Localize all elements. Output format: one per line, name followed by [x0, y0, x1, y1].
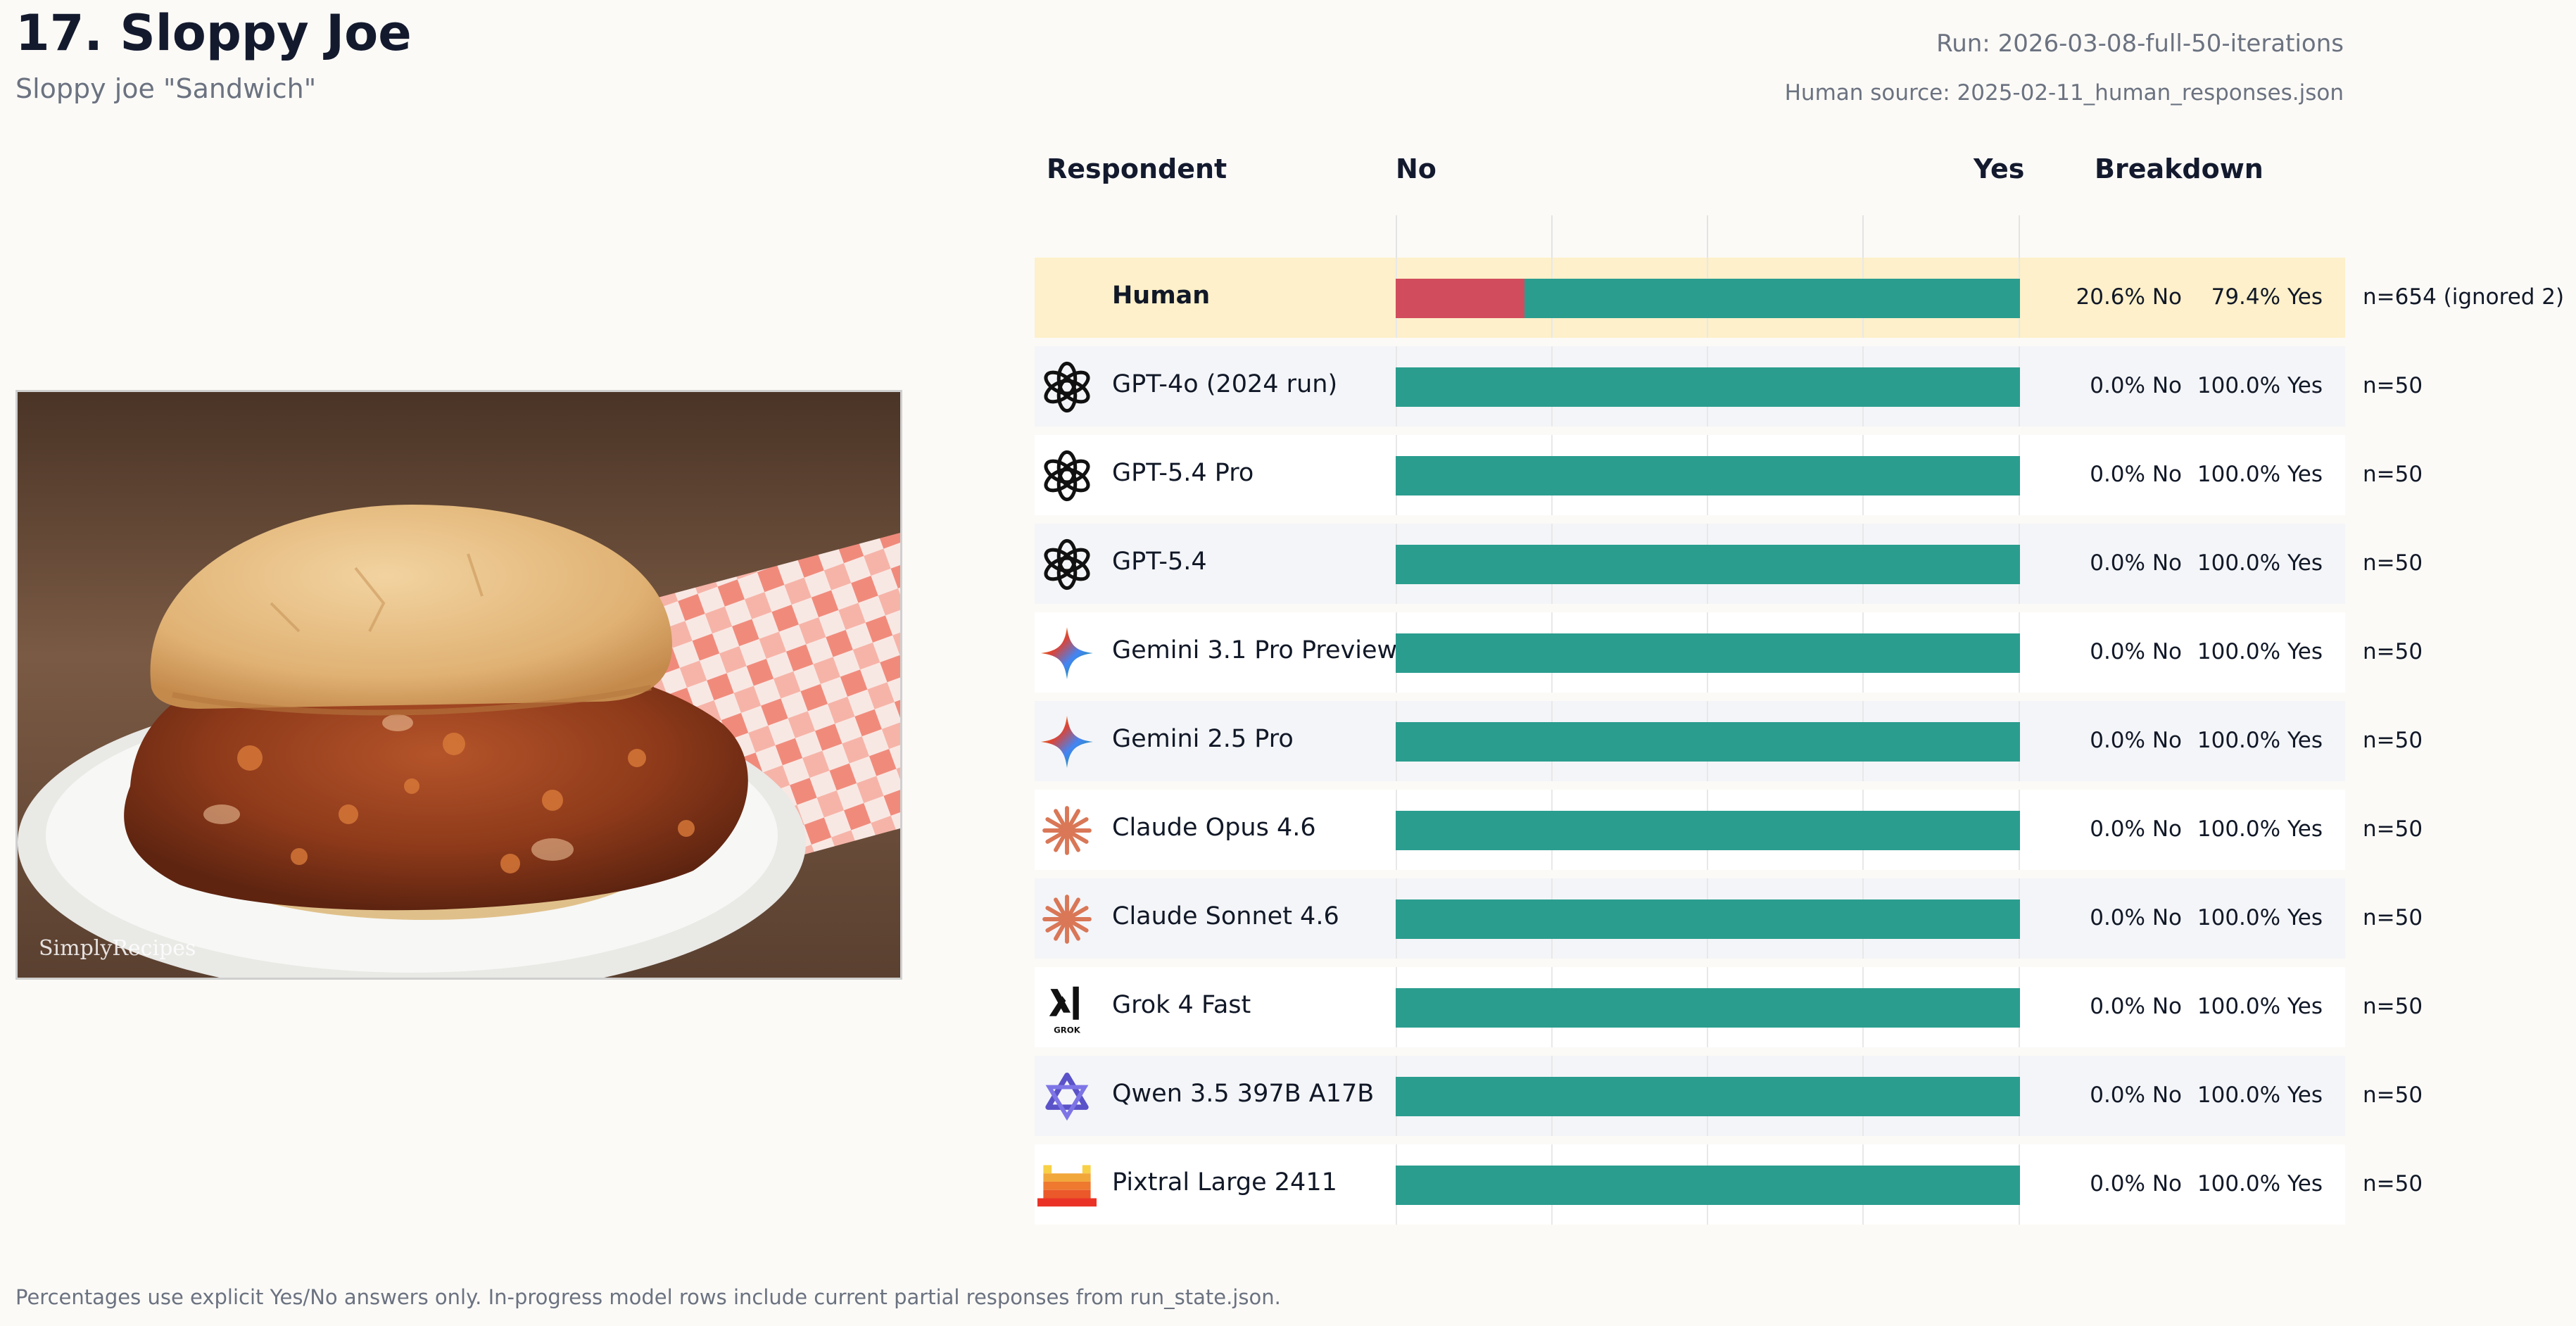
column-header-respondent: Respondent	[1047, 153, 1227, 184]
no-percentage: 0.0% No	[2090, 994, 2182, 1019]
table-row: Claude Sonnet 4.6 0.0% No 100.0% Yes n=50	[1035, 878, 2423, 959]
table-row: Gemini 3.1 Pro Preview 0.0% No 100.0% Yes n…	[1035, 612, 2423, 693]
openai-icon	[1037, 358, 1097, 417]
table-row: Claude Opus 4.6 0.0% No 100.0% Yes n=50	[1035, 790, 2423, 870]
yes-percentage: 100.0% Yes	[2197, 728, 2323, 753]
respondent-name: Qwen 3.5 397B A17B	[1112, 1080, 1375, 1108]
run-label: Run: 2026-03-08-full-50-iterations	[1936, 30, 2344, 58]
yes-no-bar	[1396, 1077, 2020, 1116]
no-percentage: 0.0% No	[2090, 1171, 2182, 1196]
yes-percentage: 100.0% Yes	[2197, 994, 2323, 1019]
sample-size: n=50	[2363, 816, 2423, 842]
yes-percentage: 100.0% Yes	[2197, 1171, 2323, 1196]
svg-text:GROK: GROK	[1054, 1025, 1081, 1035]
yes-percentage: 100.0% Yes	[2197, 462, 2323, 487]
respondent-name: Gemini 2.5 Pro	[1112, 725, 1294, 753]
table-row: GPT-5.4 0.0% No 100.0% Yes n=50	[1035, 524, 2423, 604]
sample-size: n=50	[2363, 1082, 2423, 1108]
no-percentage: 0.0% No	[2090, 462, 2182, 487]
respondent-name: GPT-5.4 Pro	[1112, 459, 1254, 487]
no-percentage: 0.0% No	[2090, 905, 2182, 930]
claude-icon	[1037, 890, 1097, 949]
table-row: GPT-5.4 Pro 0.0% No 100.0% Yes n=50	[1035, 435, 2423, 515]
no-percentage: 0.0% No	[2090, 1082, 2182, 1108]
yes-percentage: 100.0% Yes	[2197, 905, 2323, 930]
table-row: Qwen 3.5 397B A17B 0.0% No 100.0% Yes n=50	[1035, 1056, 2423, 1136]
no-percentage: 0.0% No	[2090, 728, 2182, 753]
respondent-name: Grok 4 Fast	[1112, 991, 1251, 1019]
yes-no-bar	[1396, 988, 2020, 1028]
watermark-text: SimplyRecipes	[39, 936, 196, 961]
respondent-name: Human	[1112, 282, 1211, 310]
respondent-name: Pixtral Large 2411	[1112, 1168, 1337, 1196]
no-percentage: 20.6% No	[2076, 284, 2183, 310]
respondent-name: GPT-5.4	[1112, 548, 1207, 576]
respondent-name: Gemini 3.1 Pro Preview	[1112, 636, 1398, 664]
yes-no-bar	[1396, 367, 2020, 407]
yes-no-bar	[1396, 1166, 2020, 1205]
axis-gridlines	[1396, 215, 2020, 258]
table-row: GPT-4o (2024 run) 0.0% No 100.0% Yes n=50	[1035, 346, 2423, 427]
column-header-breakdown: Breakdown	[2095, 153, 2264, 184]
yes-percentage: 100.0% Yes	[2197, 639, 2323, 664]
page-subtitle: Sloppy joe "Sandwich"	[15, 73, 317, 104]
sample-size: n=50	[2363, 550, 2423, 576]
sample-size: n=50	[2363, 462, 2423, 487]
sample-size: n=50	[2363, 994, 2423, 1019]
table-row: Pixtral Large 2411 0.0% No 100.0% Yes n=50	[1035, 1144, 2423, 1225]
yes-percentage: 100.0% Yes	[2197, 816, 2323, 842]
column-header-no: No	[1396, 153, 1437, 184]
sample-size: n=50	[2363, 728, 2423, 753]
yes-no-bar	[1396, 279, 2020, 318]
table-row: Human 20.6% No 79.4% Yes n=654 (ignored 2)	[1035, 258, 2564, 338]
sample-size: n=50	[2363, 1171, 2423, 1196]
qwen-icon	[1037, 1067, 1097, 1126]
claude-icon	[1037, 801, 1097, 860]
sample-size: n=50	[2363, 373, 2423, 398]
yes-no-bar	[1396, 722, 2020, 762]
respondent-name: Claude Sonnet 4.6	[1112, 902, 1339, 930]
sample-size: n=50	[2363, 639, 2423, 664]
no-percentage: 0.0% No	[2090, 639, 2182, 664]
grok-icon: GROK	[1037, 978, 1097, 1037]
respondent-name: GPT-4o (2024 run)	[1112, 370, 1338, 398]
no-percentage: 0.0% No	[2090, 816, 2182, 842]
no-percentage: 0.0% No	[2090, 550, 2182, 576]
sample-size: n=50	[2363, 905, 2423, 930]
yes-no-bar	[1396, 545, 2020, 584]
respondent-name: Claude Opus 4.6	[1112, 814, 1316, 842]
gemini-icon	[1037, 624, 1097, 683]
mistral-icon	[1037, 1156, 1097, 1215]
gemini-icon	[1037, 712, 1097, 771]
human-source-label: Human source: 2025-02-11_human_responses…	[1784, 80, 2344, 106]
column-header-yes: Yes	[1974, 153, 2025, 184]
yes-percentage: 100.0% Yes	[2197, 550, 2323, 576]
yes-percentage: 79.4% Yes	[2211, 284, 2323, 310]
sample-size: n=654 (ignored 2)	[2363, 284, 2565, 310]
yes-percentage: 100.0% Yes	[2197, 373, 2323, 398]
table-row: Gemini 2.5 Pro 0.0% No 100.0% Yes n=50	[1035, 701, 2423, 781]
yes-percentage: 100.0% Yes	[2197, 1082, 2323, 1108]
no-segment	[1396, 279, 1524, 318]
openai-icon	[1037, 535, 1097, 594]
yes-no-bar	[1396, 811, 2020, 850]
respondent-table: Human 20.6% No 79.4% Yes n=654 (ignored 2) G…	[1035, 258, 2564, 1233]
footnote: Percentages use explicit Yes/No answers …	[15, 1285, 1281, 1309]
yes-no-bar	[1396, 456, 2020, 495]
openai-icon	[1037, 446, 1097, 505]
table-row: GROK Grok 4 Fast 0.0% No 100.0% Yes n=50	[1035, 967, 2423, 1047]
yes-no-bar	[1396, 633, 2020, 673]
page-title: 17. Sloppy Joe	[15, 4, 412, 62]
no-percentage: 0.0% No	[2090, 373, 2182, 398]
yes-no-bar	[1396, 899, 2020, 939]
sloppy-joe-photo: SimplyRecipes	[15, 390, 902, 980]
